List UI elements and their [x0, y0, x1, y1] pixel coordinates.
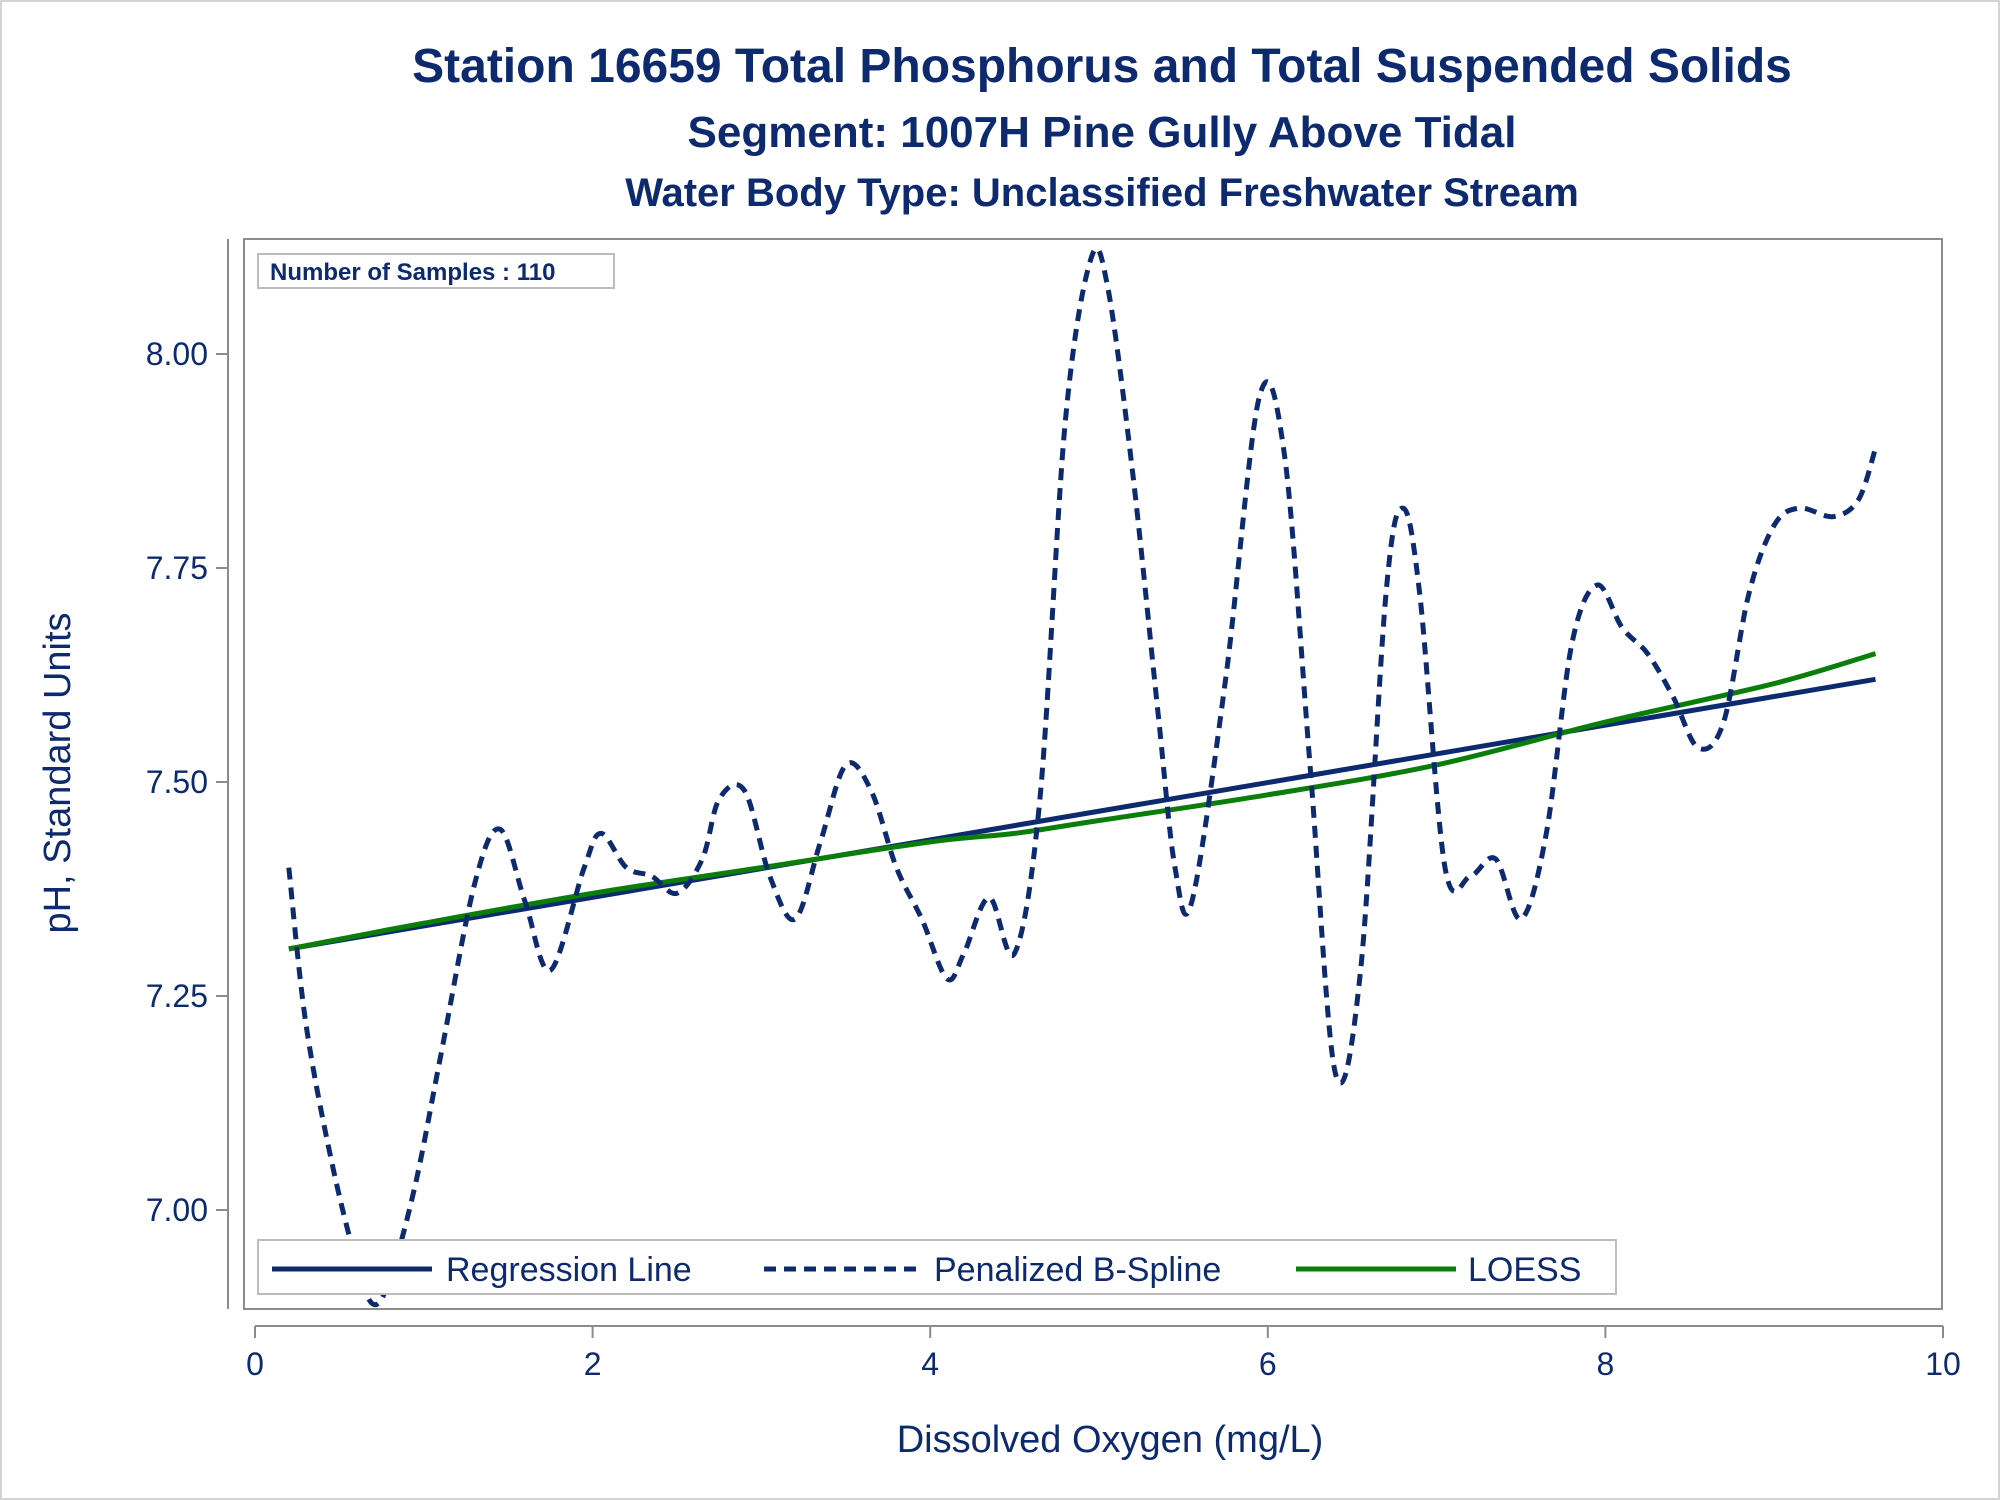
- y-tick-label: 7.50: [146, 764, 208, 800]
- x-tick-label: 8: [1597, 1346, 1615, 1382]
- y-tick-label: 7.75: [146, 550, 208, 586]
- y-tick-label: 8.00: [146, 336, 208, 372]
- y-axis: 7.00 7.25 7.50 7.75 8.00: [146, 239, 229, 1309]
- chart-title: Station 16659 Total Phosphorus and Total…: [412, 40, 1792, 93]
- legend-regression: Regression Line: [272, 1251, 692, 1289]
- chart-subtitle-2: Water Body Type: Unclassified Freshwater…: [625, 171, 1579, 215]
- legend-label: LOESS: [1468, 1251, 1581, 1289]
- x-tick-label: 2: [584, 1346, 602, 1382]
- series-regression-line: [288, 676, 1876, 952]
- x-tick-label: 0: [246, 1346, 264, 1382]
- x-tick-label: 10: [1925, 1346, 1961, 1382]
- y-tick-label: 7.25: [146, 978, 208, 1014]
- legend-spline: Penalized B-Spline: [764, 1251, 1221, 1289]
- sample-count-label: Number of Samples : 110: [270, 259, 555, 286]
- series-layer: [286, 245, 1878, 1308]
- x-axis-label: Dissolved Oxygen (mg/L): [897, 1419, 1324, 1461]
- plot-area: [243, 238, 1943, 1310]
- legend-label: Penalized B-Spline: [934, 1251, 1221, 1289]
- legend-label: Regression Line: [446, 1251, 692, 1289]
- x-tick-label: 6: [1259, 1346, 1277, 1382]
- chart-subtitle: Segment: 1007H Pine Gully Above Tidal: [688, 108, 1517, 157]
- y-axis-label: pH, Standard Units: [37, 612, 79, 933]
- x-axis: 0 2 4 6 8 10: [246, 1325, 1961, 1382]
- sample-count-box: Number of Samples : 110: [257, 253, 615, 289]
- series-loess: [288, 651, 1877, 952]
- series-penalized-b-spline: [286, 245, 1878, 1308]
- y-tick-label: 7.00: [146, 1192, 208, 1228]
- legend-loess: LOESS: [1296, 1251, 1581, 1289]
- legend: Regression Line Penalized B-Spline LOESS: [257, 1239, 1617, 1295]
- x-tick-label: 4: [921, 1346, 939, 1382]
